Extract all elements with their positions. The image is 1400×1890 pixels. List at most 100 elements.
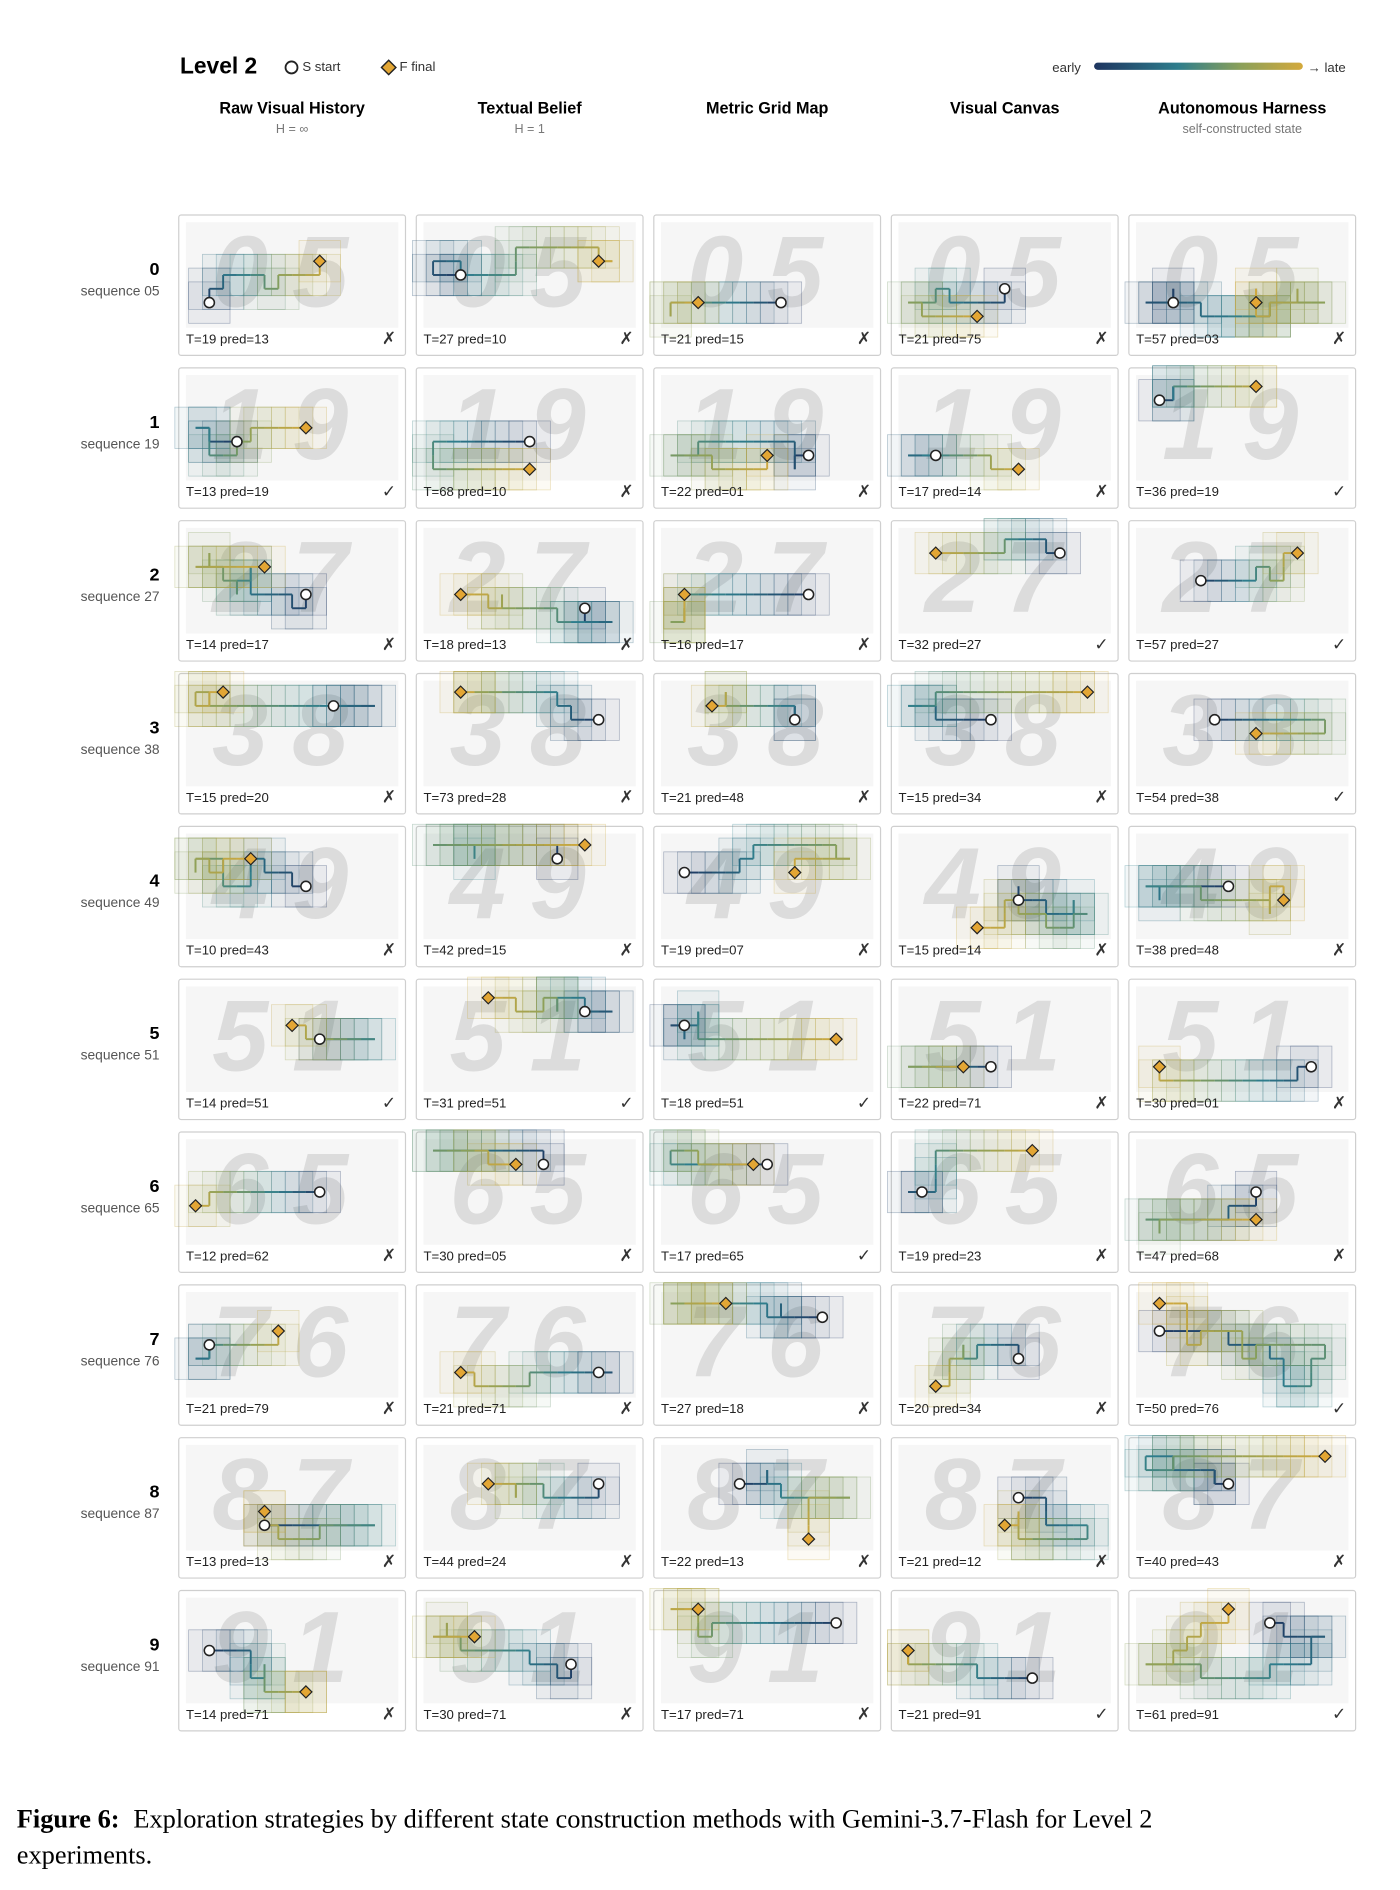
caption-text: Exploration strategies by different stat… (133, 1803, 1152, 1833)
result-mark: ✗ (1094, 329, 1108, 348)
row-number: 2 (150, 565, 160, 585)
result-mark: ✗ (619, 941, 633, 960)
result-mark: ✗ (857, 482, 871, 501)
panel-caption: T=14 pred=71 (186, 1707, 269, 1722)
panel: 27 T=32 pred=27 ✓ (890, 518, 1119, 662)
start-marker (592, 713, 605, 726)
digit-image: 19 (925, 369, 1085, 481)
digit-image: 38 (450, 675, 610, 787)
final-marker (1249, 379, 1263, 394)
panel-caption: T=21 pred=15 (661, 331, 744, 346)
panel-caption: T=13 pred=13 (186, 1554, 269, 1569)
final-marker (970, 920, 984, 935)
result-mark: ✓ (1094, 1705, 1108, 1724)
panel: 49T=19 pred=07 ✗ (653, 823, 882, 968)
final-marker (787, 865, 802, 880)
panel-caption: T=16 pred=17 (661, 637, 744, 652)
digit-image: 19 (212, 369, 372, 481)
panel: 19 T=17 pred=14 ✗ (887, 367, 1119, 509)
panel-canvas (1136, 222, 1349, 328)
panel: 51T=18 pred=51 ✓ (649, 978, 882, 1121)
final-marker (1011, 462, 1026, 477)
start-marker (678, 866, 691, 879)
start-marker (1250, 1186, 1262, 1198)
panel-canvas (898, 222, 1111, 328)
digit-image: 38 (1162, 675, 1322, 787)
row-number: 6 (150, 1176, 160, 1196)
panel: 76T=27 pred=18 ✗ (649, 1282, 882, 1426)
start-marker (1195, 574, 1207, 587)
result-mark: ✗ (1094, 941, 1108, 960)
panel: 76T=21 pred=71 ✗ (415, 1284, 644, 1426)
panel-caption: T=22 pred=71 (899, 1095, 982, 1110)
panel: 65T=19 pred=23 ✗ (887, 1129, 1119, 1273)
start-marker (1153, 394, 1166, 407)
row-sequence: sequence 76 (81, 1353, 160, 1368)
panel: 51T=14 pred=51 ✓ (178, 978, 407, 1121)
final-marker (299, 420, 313, 435)
start-marker (579, 1005, 591, 1018)
panel-caption: T=21 pred=79 (186, 1401, 269, 1416)
panel: 91T=17 pred=71 ✗ (649, 1588, 882, 1732)
panel: 38 T=15 pred=20 ✗ (174, 671, 407, 815)
result-mark: ✗ (1332, 941, 1346, 960)
panel-canvas (661, 527, 874, 634)
panel-caption: T=17 pred=65 (661, 1248, 744, 1263)
final-marker (216, 685, 230, 699)
result-mark: ✗ (857, 788, 871, 807)
start-marker (678, 1019, 691, 1032)
panel: 51T=30 pred=01 ✗ (1128, 978, 1357, 1121)
panel: 19 T=68 pred=10 ✗ (412, 367, 644, 509)
row-number: 0 (150, 259, 160, 279)
panel: 27 T=16 pred=17 ✗ (649, 520, 882, 662)
final-marker (760, 448, 775, 463)
panel-caption: T=40 pred=43 (1136, 1554, 1219, 1569)
panel-caption: T=50 pred=76 (1136, 1401, 1219, 1416)
title: Level 2 (180, 52, 257, 78)
result-mark: ✓ (619, 1093, 633, 1112)
panel-caption: T=68 pred=10 (423, 484, 506, 499)
panel-caption: T=18 pred=51 (661, 1095, 744, 1110)
result-mark: ✗ (619, 788, 633, 807)
final-marker (312, 254, 327, 269)
panel-caption: T=21 pred=75 (899, 331, 982, 346)
panel-caption: T=30 pred=01 (1136, 1095, 1219, 1110)
start-marker (300, 880, 312, 893)
panel: 49 T=15 pred=14 ✗ (890, 825, 1119, 968)
panel: 91T=30 pred=71 ✗ (412, 1589, 644, 1732)
result-mark: ✓ (1332, 1399, 1346, 1418)
digit-image: 05 (1162, 216, 1322, 328)
start-marker (1222, 1478, 1235, 1490)
panel-caption: T=17 pred=71 (661, 1707, 744, 1722)
panel: 76T=20 pred=34 ✗ (890, 1284, 1119, 1426)
final-marker (691, 295, 706, 310)
legend-final: F final (399, 59, 435, 74)
digit-image: 19 (450, 369, 610, 481)
row-number: 5 (150, 1023, 160, 1043)
row-number: 7 (150, 1329, 160, 1349)
row-sequence: sequence 65 (81, 1200, 160, 1215)
panel-caption: T=32 pred=27 (899, 637, 982, 652)
panel-caption: T=12 pred=62 (186, 1248, 269, 1263)
row-number: 4 (150, 870, 160, 890)
panel-caption: T=13 pred=19 (186, 484, 269, 499)
digit-image: 49 (923, 828, 1085, 940)
result-mark: ✗ (382, 1552, 396, 1571)
digit-image: 38 (212, 675, 372, 787)
start-marker (313, 1033, 326, 1045)
row-number: 8 (150, 1482, 160, 1502)
digit-image: 05 (212, 216, 372, 328)
final-marker (970, 309, 984, 324)
result-mark: ✗ (382, 329, 396, 348)
start-marker (592, 1478, 605, 1490)
start-marker (551, 852, 564, 865)
caption-text: experiments. (17, 1839, 153, 1869)
panel-caption: T=14 pred=17 (186, 637, 269, 652)
start-marker (231, 435, 243, 448)
final-marker (1080, 685, 1095, 699)
digit-image: 49 (448, 828, 610, 940)
row-sequence: sequence 87 (81, 1506, 160, 1521)
start-marker (985, 1060, 997, 1073)
start-marker (203, 296, 216, 309)
panel-caption: T=38 pred=48 (1136, 943, 1219, 958)
